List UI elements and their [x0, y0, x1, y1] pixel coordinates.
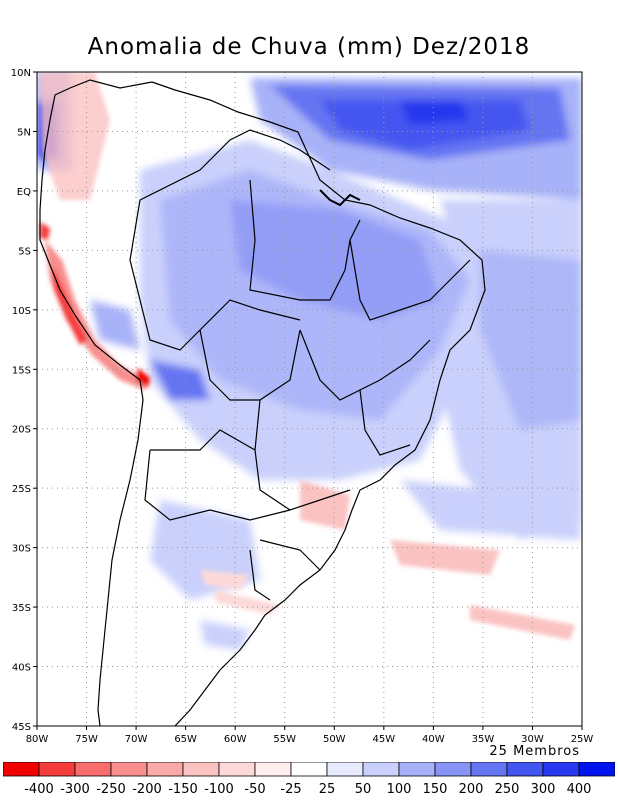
latitude-label: EQ — [17, 187, 31, 198]
latitude-label: 10S — [12, 306, 31, 317]
colorbar-label: 200 — [459, 782, 484, 797]
longitude-label: 40W — [422, 734, 445, 745]
colorbar-label: 50 — [355, 782, 372, 797]
colorbar-label: 150 — [423, 782, 448, 797]
colorbar-label: 300 — [531, 782, 556, 797]
latitude-tick-labels: 10N 5N EQ 5S 10S 15S 20S 25S 30S 35S 40S 45S — [11, 68, 37, 733]
colorbar-swatch — [146, 762, 184, 777]
colorbar-swatch — [434, 762, 472, 777]
latitude-label: 10N — [11, 68, 31, 79]
colorbar-swatch — [542, 762, 580, 777]
latitude-label: 5S — [18, 246, 31, 257]
colorbar-label: 100 — [387, 782, 412, 797]
map-title: Anomalia de Chuva (mm) Dez/2018 — [87, 34, 531, 60]
latitude-label: 5N — [17, 127, 31, 138]
colorbar-label: -50 — [244, 782, 265, 797]
latitude-label: 45S — [12, 722, 31, 733]
colorbar-labels: -400 -300 -250 -200 -150 -100 -50 -25 25 50 100 150… — [24, 782, 591, 797]
colorbar: -400 -300 -250 -200 -150 -100 -50 -25 25 50 100 150… — [3, 762, 615, 797]
longitude-label: 50W — [323, 734, 346, 745]
longitude-label: 45W — [373, 734, 396, 745]
anomaly-field — [37, 72, 582, 726]
colorbar-swatch — [38, 762, 76, 777]
colorbar-label: -200 — [132, 782, 162, 797]
colorbar-swatch — [74, 762, 112, 777]
longitude-label: 55W — [273, 734, 296, 745]
colorbar-swatch — [470, 762, 508, 777]
colorbar-label: -100 — [204, 782, 234, 797]
colorbar-swatch — [218, 762, 256, 777]
longitude-label: 65W — [174, 734, 197, 745]
colorbar-swatch — [254, 762, 292, 777]
longitude-label: 75W — [75, 734, 98, 745]
longitude-label: 30W — [521, 734, 544, 745]
colorbar-swatch — [362, 762, 400, 777]
members-note: 25 Membros — [489, 744, 580, 759]
colorbar-label: -300 — [60, 782, 90, 797]
map-frame — [36, 71, 583, 727]
coastline-and-borders — [39, 79, 486, 726]
colorbar-swatch — [326, 762, 364, 777]
longitude-label: 60W — [224, 734, 247, 745]
longitude-label: 25W — [571, 734, 594, 745]
colorbar-label: 250 — [495, 782, 520, 797]
colorbar-swatch — [506, 762, 544, 777]
colorbar-swatch — [182, 762, 220, 777]
colorbar-swatch — [398, 762, 436, 777]
colorbar-label: -25 — [280, 782, 301, 797]
negative-anomaly-shading — [40, 72, 575, 640]
colorbar-label: -400 — [24, 782, 54, 797]
colorbar-swatch — [110, 762, 148, 777]
latitude-label: 25S — [12, 484, 31, 495]
latitude-label: 15S — [12, 365, 31, 376]
colorbar-swatch — [578, 762, 615, 777]
colorbar-label: 25 — [319, 782, 336, 797]
latitude-label: 20S — [12, 425, 31, 436]
longitude-label: 70W — [125, 734, 148, 745]
longitude-label: 35W — [472, 734, 495, 745]
colorbar-label: 400 — [567, 782, 592, 797]
colorbar-swatch — [290, 762, 328, 777]
latitude-label: 30S — [12, 544, 31, 555]
colorbar-swatch — [3, 762, 40, 777]
colorbar-swatches — [3, 762, 615, 777]
colorbar-label: -250 — [96, 782, 126, 797]
longitude-tick-labels: 80W 75W 70W 65W 60W 55W 50W 45W 40W 35W 30W 25W — [26, 726, 594, 745]
colorbar-label: -150 — [168, 782, 198, 797]
longitude-label: 80W — [26, 734, 49, 745]
latitude-label: 35S — [12, 603, 31, 614]
latitude-label: 40S — [12, 663, 31, 674]
